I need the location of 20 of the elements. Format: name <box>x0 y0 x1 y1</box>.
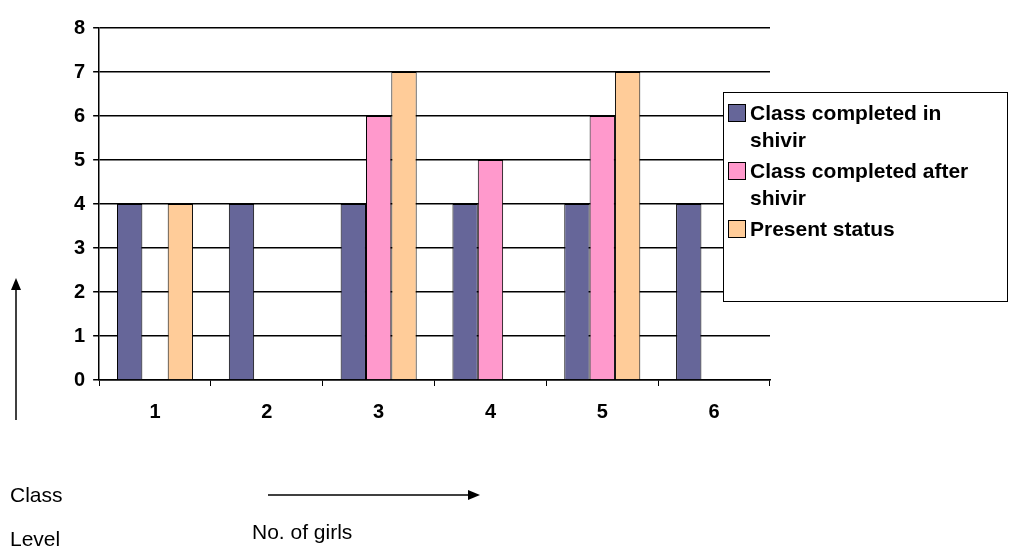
y-tick-label: 8 <box>74 15 86 38</box>
x-axis-title: No. of girls <box>252 519 353 545</box>
x-tick-label: 5 <box>596 399 608 422</box>
x-tick-label: 6 <box>708 399 720 422</box>
y-tick-label: 7 <box>74 59 86 82</box>
x-tick-label: 4 <box>484 399 497 422</box>
legend-label: Class completed after shivir <box>750 158 970 211</box>
y-tick-label: 1 <box>74 323 86 346</box>
x-tick-label: 2 <box>261 399 273 422</box>
legend-label: Present status <box>750 216 895 242</box>
y-tick-label: 4 <box>74 191 86 214</box>
y-tick-label: 2 <box>74 279 86 302</box>
y-axis-title: Class Level <box>10 482 64 552</box>
y-tick-label: 3 <box>74 235 86 258</box>
y-tick-label: 0 <box>74 367 86 390</box>
legend-label: Class completed in shivir <box>750 100 943 153</box>
x-tick-label: 3 <box>373 399 385 422</box>
y-tick-label: 6 <box>74 103 86 126</box>
x-tick-label: 1 <box>149 399 161 422</box>
y-tick-label: 5 <box>74 147 86 170</box>
